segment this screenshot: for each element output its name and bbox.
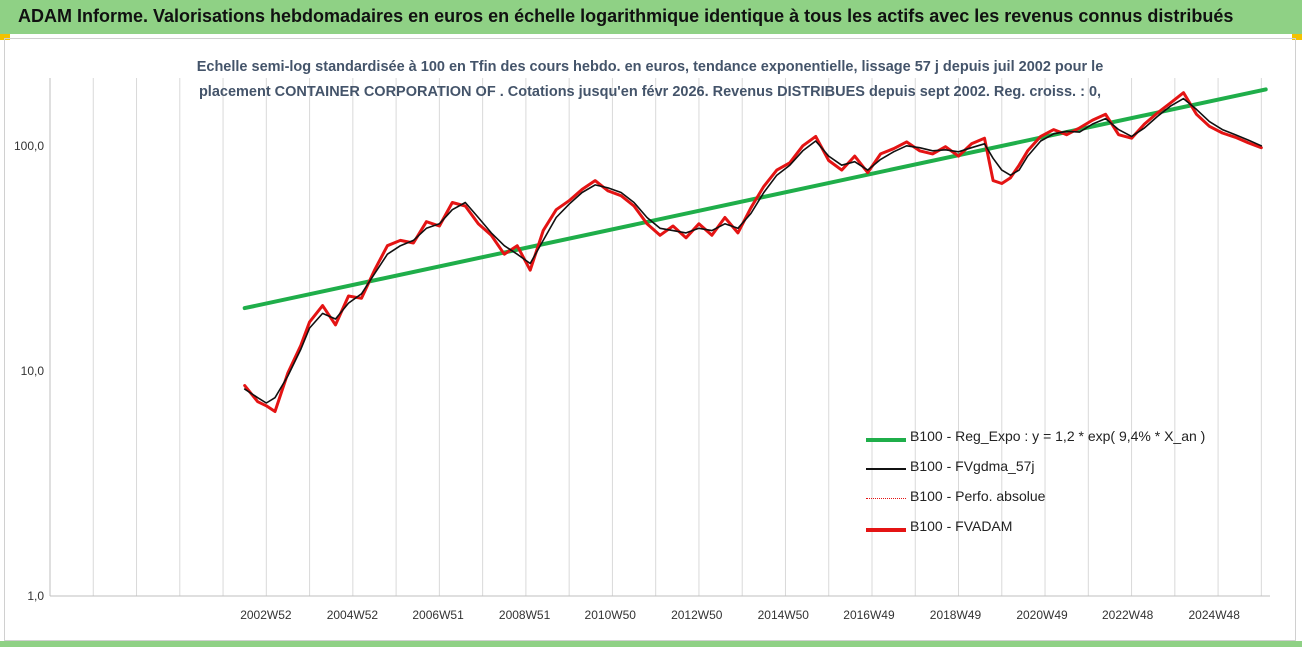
legend-label-fvgdma: B100 - FVgdma_57j: [910, 458, 1035, 474]
series-lines: [242, 87, 1268, 413]
x-tick-label: 2010W50: [585, 608, 637, 622]
grid-lines: [49, 78, 1262, 596]
chart-subtitle: Echelle semi-log standardisée à 100 en T…: [100, 55, 1200, 105]
legend-label-reg-expo: B100 - Reg_Expo : y = 1,2 * exp( 9,4% * …: [910, 428, 1206, 444]
legend-entry-perfo: B100 - Perfo. absolue: [866, 488, 1266, 518]
series-line-fvgdma: [243, 97, 1263, 404]
x-tick-label: 2024W48: [1189, 608, 1241, 622]
chart-frame: [4, 38, 1296, 641]
report-title: ADAM Informe. Valorisations hebdomadaire…: [0, 0, 1302, 34]
x-tick-label: 2012W50: [671, 608, 723, 622]
legend-swatch-reg-expo: [866, 438, 906, 442]
x-tick-label: 2008W51: [499, 608, 551, 622]
x-tick-label: 2022W48: [1102, 608, 1154, 622]
legend-swatch-fvadam: [866, 528, 906, 532]
x-tick-label: 2018W49: [930, 608, 982, 622]
legend-label-fvadam: B100 - FVADAM: [910, 518, 1013, 534]
chart-legend: B100 - Reg_Expo : y = 1,2 * exp( 9,4% * …: [866, 428, 1266, 548]
y-tick-label: 100,0: [14, 139, 44, 153]
subtitle-line-1: Echelle semi-log standardisée à 100 en T…: [196, 59, 1104, 75]
x-tick-label: 2006W51: [412, 608, 464, 622]
axes: [49, 78, 1270, 597]
legend-swatch-fvgdma: [866, 468, 906, 470]
y-tick-label: 10,0: [21, 364, 45, 378]
x-tick-label: 2004W52: [327, 608, 379, 622]
y-tick-label: 1,0: [27, 589, 44, 603]
series-line-fvadam: [243, 91, 1263, 413]
corner-mark-left: [0, 34, 10, 40]
x-tick-label: 2002W52: [240, 608, 292, 622]
x-tick-label: 2016W49: [843, 608, 895, 622]
series-line-perfo-absolue: [244, 92, 1262, 412]
x-tick-label: 2014W50: [758, 608, 810, 622]
legend-label-perfo: B100 - Perfo. absolue: [910, 488, 1046, 504]
tick-labels: 1,0 10,0 100,0 2002W52 2004W52 2006W51 2008W51…: [14, 139, 1240, 622]
x-tick-label: 2020W49: [1016, 608, 1068, 622]
legend-entry-fvgdma: B100 - FVgdma_57j: [866, 458, 1266, 488]
legend-swatch-perfo: [866, 498, 906, 499]
bottom-band: [0, 641, 1302, 647]
subtitle-line-2: placement CONTAINER CORPORATION OF . Cot…: [198, 84, 1102, 100]
corner-mark-right: [1292, 34, 1302, 40]
legend-entry-reg-expo: B100 - Reg_Expo : y = 1,2 * exp( 9,4% * …: [866, 428, 1266, 458]
legend-entry-fvadam: B100 - FVADAM: [866, 518, 1266, 548]
